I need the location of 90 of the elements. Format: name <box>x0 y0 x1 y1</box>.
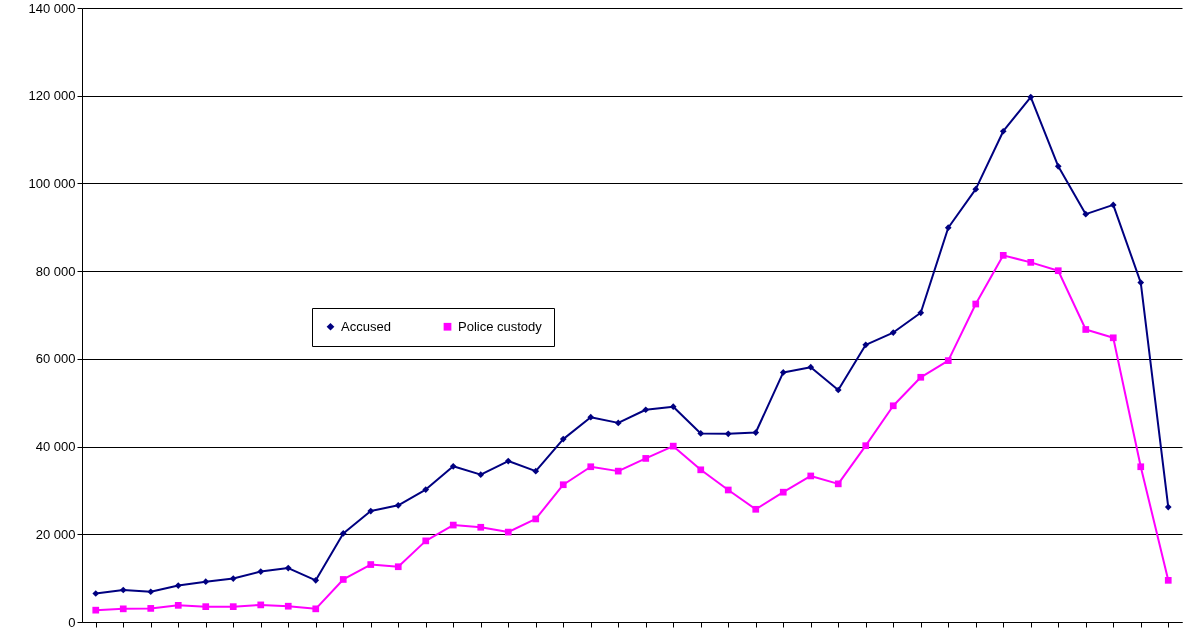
point <box>1082 210 1090 218</box>
y-tick-label: 120 000 <box>28 88 76 104</box>
point <box>119 605 127 613</box>
y-tick-label: 140 000 <box>28 0 76 16</box>
point <box>862 341 870 349</box>
y-tick-label: 100 000 <box>28 175 76 191</box>
point <box>1137 463 1145 471</box>
point <box>559 481 567 489</box>
point <box>807 363 815 371</box>
point <box>834 480 842 488</box>
point <box>504 528 512 536</box>
point <box>697 430 705 437</box>
point <box>422 486 430 493</box>
point <box>944 224 952 232</box>
point <box>669 442 677 450</box>
point <box>92 590 100 597</box>
point <box>1082 326 1090 333</box>
point <box>614 467 622 475</box>
point <box>752 505 760 513</box>
point <box>257 568 265 575</box>
point <box>779 488 787 496</box>
y-tick-label: 0 <box>68 614 76 628</box>
legend-label: Accused <box>341 318 391 334</box>
point <box>587 413 595 421</box>
point <box>642 455 650 462</box>
legend-label: Police custody <box>458 318 543 334</box>
y-tick-label: 80 000 <box>35 263 76 279</box>
y-tick-label: 60 000 <box>35 351 76 367</box>
point <box>284 564 292 572</box>
point <box>724 430 732 438</box>
point <box>202 603 210 610</box>
point <box>449 521 457 529</box>
point <box>944 357 952 364</box>
point <box>614 419 622 427</box>
point <box>917 309 925 317</box>
point <box>999 252 1007 259</box>
point <box>422 537 430 545</box>
point <box>257 601 265 609</box>
point <box>367 507 375 515</box>
point <box>889 329 897 336</box>
point <box>119 586 127 594</box>
point <box>367 561 375 568</box>
point <box>339 576 347 583</box>
y-tick-label: 40 000 <box>35 439 76 455</box>
point <box>779 369 787 376</box>
point <box>284 602 292 610</box>
point <box>669 403 677 411</box>
point <box>724 486 732 494</box>
y-tick-label: 20 000 <box>35 526 76 542</box>
point <box>339 530 347 537</box>
point <box>312 576 320 584</box>
point <box>1027 259 1035 266</box>
point <box>477 523 485 531</box>
point <box>917 373 925 381</box>
point <box>1054 162 1062 170</box>
point <box>229 603 237 610</box>
point <box>862 442 870 450</box>
point <box>504 457 512 465</box>
point <box>1164 503 1172 511</box>
point <box>587 463 595 471</box>
point <box>1109 334 1117 342</box>
point <box>559 435 567 443</box>
point <box>972 185 980 193</box>
point <box>1164 576 1172 584</box>
point <box>834 386 842 394</box>
point <box>697 466 705 474</box>
point <box>807 472 815 480</box>
point <box>92 606 100 614</box>
point <box>972 300 980 308</box>
point <box>229 575 237 582</box>
point <box>202 578 210 586</box>
point <box>642 406 650 414</box>
point <box>1137 279 1145 286</box>
point <box>477 471 485 478</box>
point <box>1109 201 1117 209</box>
point <box>147 588 155 596</box>
point <box>147 605 155 612</box>
point <box>889 402 897 410</box>
point <box>752 429 760 436</box>
point <box>394 501 402 509</box>
point <box>999 127 1007 135</box>
point <box>174 601 182 609</box>
point <box>532 515 540 523</box>
point <box>449 462 457 470</box>
point <box>1027 93 1035 101</box>
point <box>532 467 540 475</box>
point <box>1054 267 1062 275</box>
point <box>312 605 320 613</box>
point <box>174 582 182 589</box>
point <box>394 563 402 571</box>
